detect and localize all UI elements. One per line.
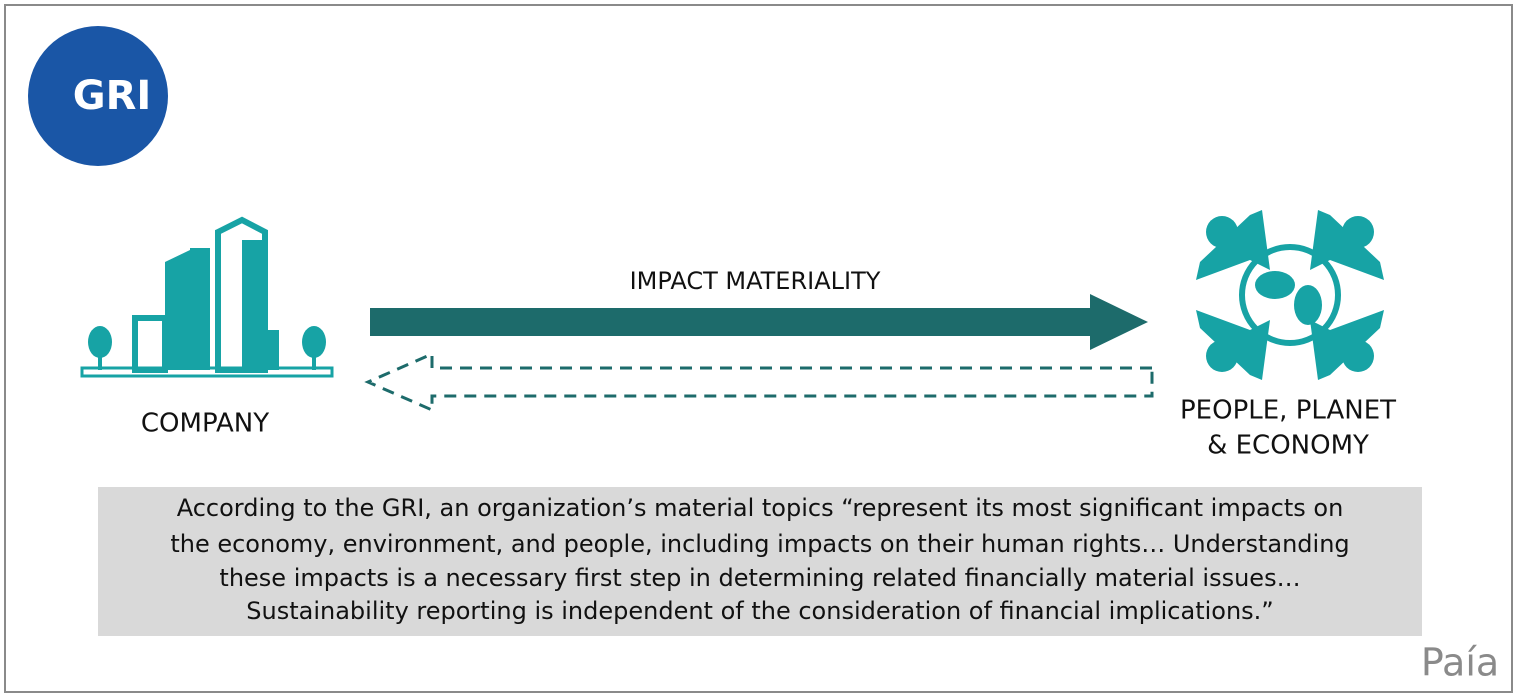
quote: According to the GRI, an organization’s … [170, 494, 1349, 625]
people-planet-icon [1196, 210, 1384, 380]
quote-line: According to the GRI, an organization’s … [177, 494, 1344, 522]
gri-logo-text: GRI [73, 73, 152, 119]
target-label: PEOPLE, PLANET [1180, 396, 1396, 426]
arrow-label: IMPACT MATERIALITY [630, 267, 881, 295]
return-arrow [364, 351, 1154, 413]
brand: Paía [1421, 641, 1499, 685]
target-label: & ECONOMY [1207, 431, 1369, 461]
quote-line: the economy, environment, and people, in… [170, 530, 1349, 558]
impact-arrow [370, 294, 1148, 350]
company-label: COMPANY [141, 409, 269, 439]
company-icon [80, 216, 334, 378]
quote-line: Sustainability reporting is independent … [246, 597, 1273, 625]
quote-box [98, 487, 1422, 636]
quote-line: these impacts is a necessary first step … [219, 564, 1300, 592]
gri-logo [28, 26, 168, 166]
